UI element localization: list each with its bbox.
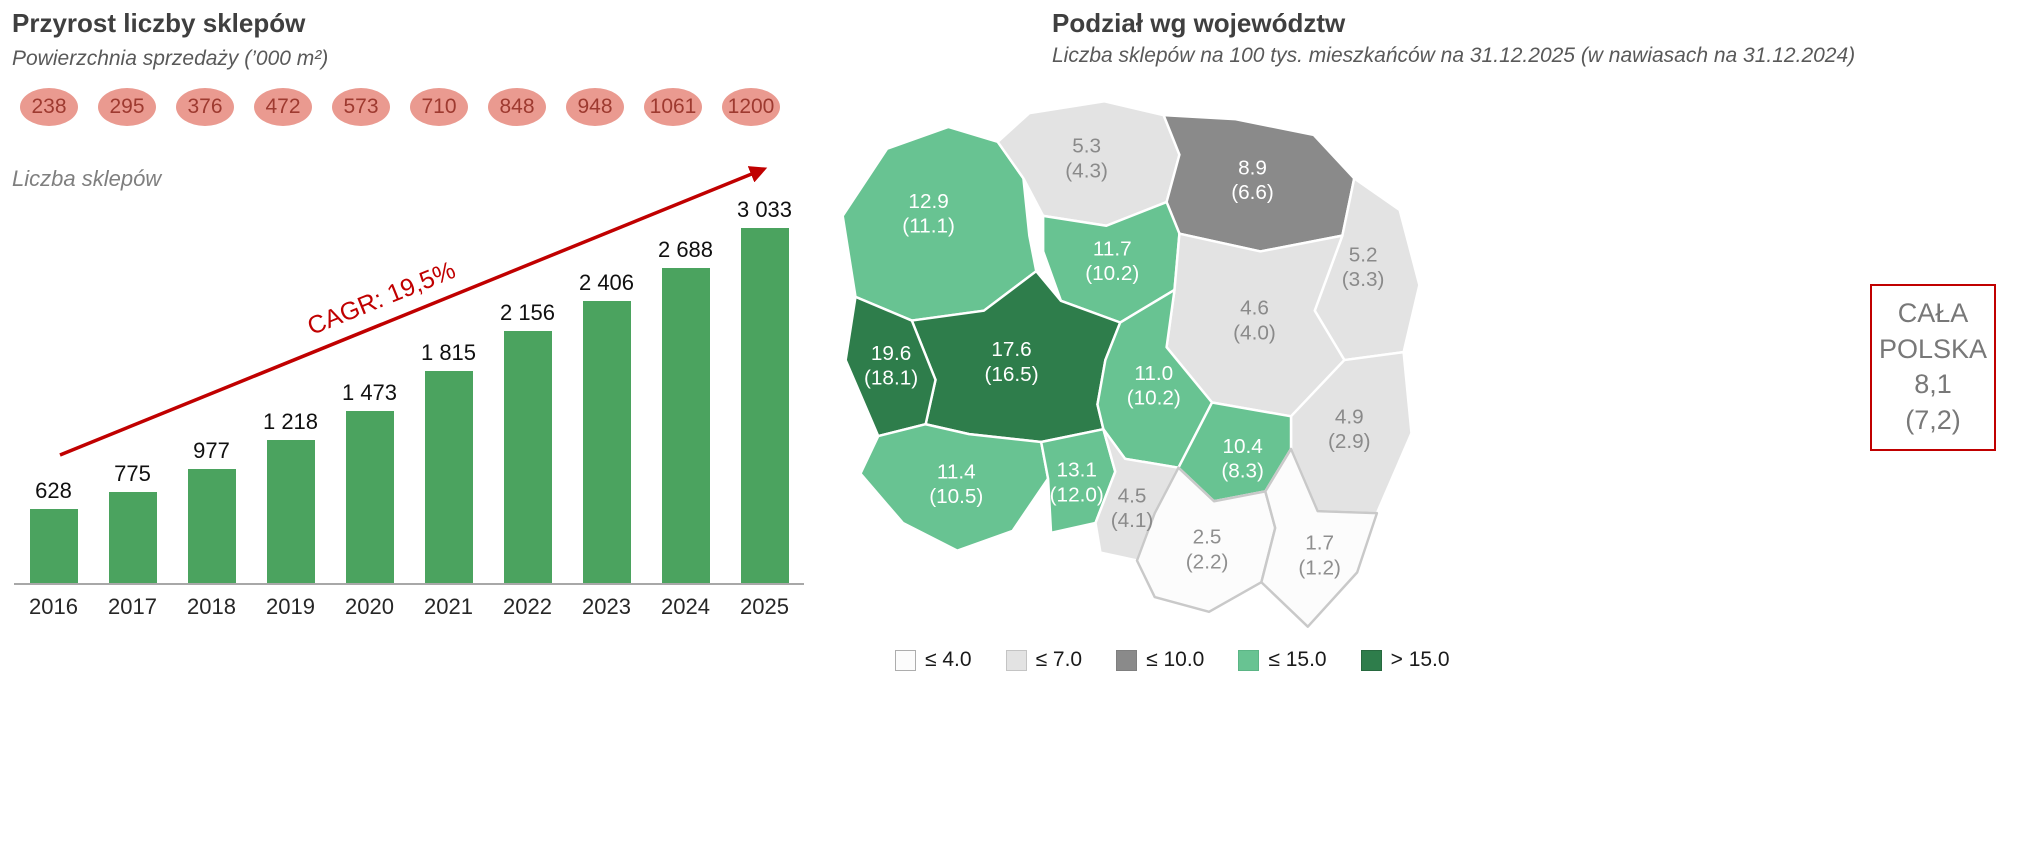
region-value-label: 12.9 (11.1) [902, 190, 955, 238]
legend-item: ≤ 7.0 [1005, 648, 1083, 672]
region-value-label: 2.5 (2.2) [1186, 526, 1229, 574]
bar-value-label: 2 688 [657, 237, 714, 262]
map-subtitle: Liczba sklepów na 100 tys. mieszkańców n… [1052, 44, 1856, 67]
region-value-label: 4.9 (2.9) [1328, 405, 1371, 453]
area-value-badge: 710 [410, 88, 468, 126]
poland-total-box: CAŁA POLSKA 8,1 (7,2) [1870, 284, 1996, 451]
left-chart-title: Przyrost liczby sklepów [12, 8, 306, 38]
region-value-label: 8.9 (6.6) [1231, 156, 1274, 204]
region-value-label: 4.6 (4.0) [1233, 297, 1276, 345]
total-box-label: CAŁA POLSKA [1878, 298, 1988, 364]
bar [661, 268, 710, 583]
legend-item: ≤ 15.0 [1238, 648, 1327, 672]
bar-column: 1 218 [255, 409, 327, 583]
legend-swatch [1360, 649, 1382, 671]
total-box-value: 8,1 [1914, 369, 1952, 400]
x-axis-year-label: 2019 [266, 594, 315, 619]
region-value-label: 11.7 (10.2) [1085, 237, 1139, 285]
bar-value-label: 2 156 [499, 300, 556, 325]
region-value-label: 5.2 (3.3) [1342, 243, 1385, 291]
bar-value-label: 977 [193, 438, 230, 463]
bar-column: 1 815 [413, 340, 485, 583]
legend-item: ≤ 10.0 [1116, 648, 1204, 672]
legend-item: ≤ 4.0 [895, 648, 972, 672]
region-dolnoslaskie [859, 423, 1050, 552]
legend-swatch [1116, 649, 1138, 671]
x-axis-year-label: 2024 [661, 594, 710, 619]
bar-column: 2 688 [650, 237, 722, 583]
x-axis-year-label: 2018 [187, 594, 236, 619]
bar-column: 628 [18, 478, 90, 583]
x-axis-year-label: 2022 [503, 594, 552, 619]
bar [266, 440, 315, 583]
x-axis-year-label: 2025 [740, 594, 789, 619]
bar-column: 775 [97, 461, 169, 583]
region-value-label: 11.4 (10.5) [929, 461, 983, 509]
bar [108, 492, 157, 583]
area-value-badge: 848 [488, 88, 546, 126]
bar-value-label: 628 [35, 478, 72, 503]
legend-item: > 15.0 [1360, 648, 1450, 672]
store-count-series-label: Liczba sklepów [12, 166, 162, 191]
bar-column: 2 406 [571, 270, 643, 583]
region-value-label: 11.0 (10.2) [1127, 362, 1181, 410]
legend-label: ≤ 7.0 [1035, 648, 1083, 671]
bar-value-label: 1 473 [341, 380, 398, 405]
area-value-badge: 948 [566, 88, 624, 126]
years-axis: 2016 2017 2018 2019 2020 2021 2022 2023 2024 2025 [14, 594, 804, 620]
bar-chart: 628 775 977 1 218 1 473 1 815 2 156 2 406 2 688 3… [14, 166, 804, 640]
map-legend: ≤ 4.0 ≤ 7.0 ≤ 10.0 ≤ 15.0 > 15.0 [895, 648, 1450, 672]
x-axis-year-label: 2017 [108, 594, 157, 619]
region-value-label: 19.6 (18.1) [864, 342, 918, 390]
x-axis-year-label: 2023 [582, 594, 631, 619]
legend-swatch [1005, 649, 1027, 671]
bar-value-label: 3 033 [736, 197, 793, 222]
bar-column: 3 033 [729, 197, 801, 583]
bar-column: 2 156 [492, 300, 564, 583]
bar [740, 228, 789, 583]
area-value-badge: 1200 [722, 88, 780, 126]
legend-label: ≤ 15.0 [1268, 648, 1327, 671]
bar-value-label: 1 218 [262, 409, 319, 434]
region-value-label: 5.3 (4.3) [1065, 135, 1108, 183]
left-chart-subtitle: Powierzchnia sprzedaży (’000 m²) [12, 47, 329, 70]
legend-swatch [895, 649, 916, 671]
bars: 628 775 977 1 218 1 473 1 815 2 156 2 406 2 688 3… [14, 197, 804, 585]
area-value-badge: 472 [254, 88, 312, 126]
x-axis-year-label: 2016 [29, 594, 78, 619]
area-value-badge: 1061 [644, 88, 702, 126]
bar-column: 1 473 [334, 380, 406, 583]
x-axis-year-label: 2020 [345, 594, 394, 619]
area-value-badge: 238 [20, 88, 78, 126]
area-value-badge: 573 [332, 88, 390, 126]
legend-label: > 15.0 [1390, 648, 1450, 671]
bar [424, 371, 473, 583]
area-value-badge: 295 [98, 88, 156, 126]
total-box-prev: (7,2) [1905, 404, 1961, 435]
legend-swatch [1238, 649, 1260, 671]
region-podkarpackie [1260, 447, 1379, 628]
area-values-row: 238 295 376 472 573 710 848 948 1061 1200 [20, 88, 780, 126]
region-value-label: 13.1 (12.0) [1050, 459, 1104, 507]
area-value-badge: 376 [176, 88, 234, 126]
x-axis-year-label: 2021 [424, 594, 473, 619]
bar-value-label: 2 406 [578, 270, 635, 295]
bar [345, 411, 394, 583]
map-title: Podział wg województw [1052, 8, 1346, 38]
bar-value-label: 1 815 [420, 340, 477, 365]
bar [503, 331, 552, 583]
poland-voivodeships-map: 12.9 (11.1) 5.3 (4.3) 8.9 (6.6) 5.2 (3.3) 11.7 (1… [841, 100, 1421, 628]
region-value-label: 17.6 (16.5) [984, 338, 1038, 386]
region-value-label: 1.7 (1.2) [1298, 532, 1341, 580]
bar [187, 469, 236, 583]
region-value-label: 4.5 (4.1) [1111, 484, 1154, 532]
bar-value-label: 775 [114, 461, 151, 486]
stores-growth-section: Przyrost liczby sklepów Powierzchnia spr… [12, 8, 807, 858]
region-value-label: 10.4 (8.3) [1221, 435, 1264, 483]
bar-column: 977 [176, 438, 248, 583]
legend-label: ≤ 10.0 [1146, 648, 1205, 671]
bar [29, 509, 78, 583]
bar [582, 301, 631, 583]
legend-label: ≤ 4.0 [925, 648, 972, 671]
